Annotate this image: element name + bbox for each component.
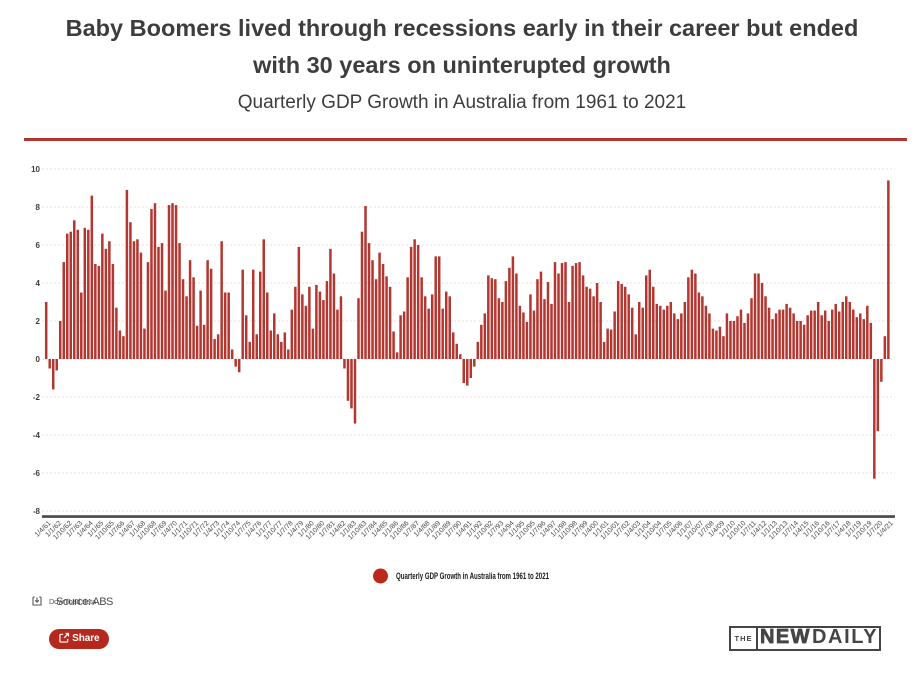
svg-text:-2: -2 xyxy=(33,393,41,402)
svg-text:8: 8 xyxy=(36,203,41,212)
svg-text:Quarterly GDP Growth in Austra: Quarterly GDP Growth in Australia from 1… xyxy=(396,571,549,581)
svg-text:-6: -6 xyxy=(33,469,41,478)
svg-text:6: 6 xyxy=(36,241,41,250)
svg-text:0: 0 xyxy=(36,355,41,364)
svg-text:2: 2 xyxy=(36,317,41,326)
svg-text:10: 10 xyxy=(31,165,40,174)
svg-text:4: 4 xyxy=(36,279,41,288)
svg-text:-8: -8 xyxy=(33,507,41,516)
svg-text:-4: -4 xyxy=(33,431,41,440)
